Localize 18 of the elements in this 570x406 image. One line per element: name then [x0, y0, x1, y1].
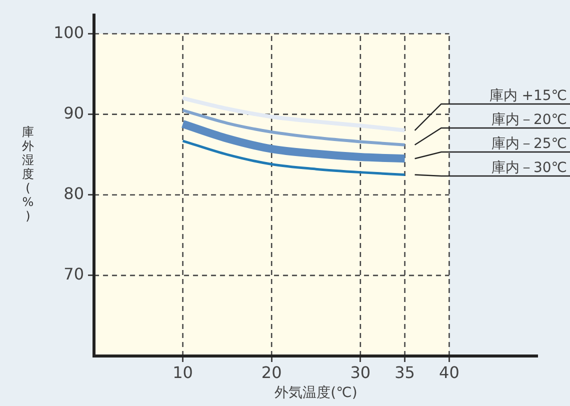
y-tick-label: 80: [64, 184, 84, 204]
y-axis-title: 庫外湿度(%): [22, 124, 34, 223]
text: 庫内 +15℃: [489, 88, 567, 104]
line-series: [181, 108, 406, 146]
x-tick-label: 35: [394, 362, 415, 382]
x-tick-label: 40: [439, 362, 460, 382]
text: 庫内－25℃: [491, 136, 567, 152]
x-axis-title: 外気温度(℃): [274, 385, 358, 402]
x-tick-label: 30: [350, 362, 371, 382]
x-tick-label: 10: [172, 362, 193, 382]
y-tick-label: 70: [64, 264, 84, 284]
line-series: [180, 96, 407, 132]
y-tick-label: 100: [53, 22, 84, 42]
y-tick-label: 90: [64, 103, 84, 122]
text: 庫内－30℃: [491, 160, 567, 176]
line-series: [182, 140, 406, 176]
text: 庫内－20℃: [491, 112, 567, 128]
x-tick-label: 20: [261, 362, 282, 382]
